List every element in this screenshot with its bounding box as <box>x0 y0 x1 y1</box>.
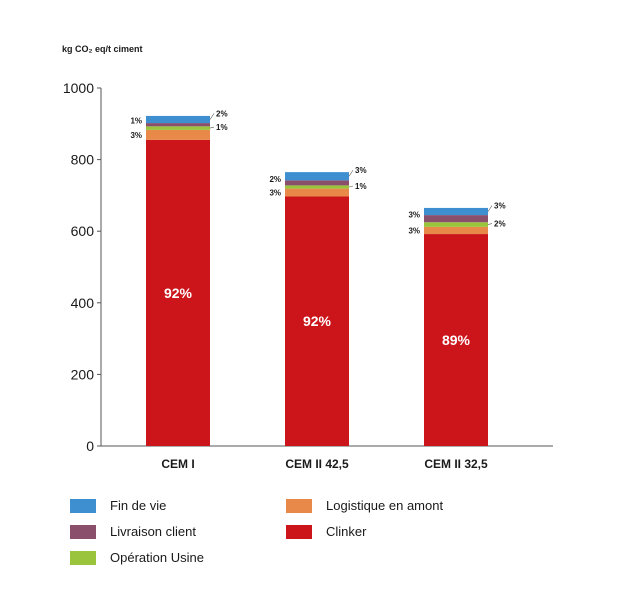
legend-label: Opération Usine <box>110 550 204 565</box>
y-tick-label: 400 <box>71 295 95 311</box>
segment-percent-label: 3% <box>408 211 420 220</box>
bar-segment-clinker <box>424 234 488 446</box>
y-tick-label: 800 <box>71 152 95 168</box>
y-axis-unit-label: kg CO₂ eq/t ciment <box>62 44 143 54</box>
category-label: CEM II 42,5 <box>285 457 349 471</box>
legend-label: Fin de vie <box>110 498 167 513</box>
segment-percent-label: 3% <box>130 131 142 140</box>
bar-segment-clinker <box>285 196 349 446</box>
segment-percent-label: 3% <box>355 166 367 175</box>
bar-segment-logistique-en-amont <box>285 188 349 197</box>
y-tick-label: 1000 <box>63 80 94 96</box>
label-leader-line <box>487 223 493 225</box>
bar-segment-op-ration-usine <box>146 126 210 130</box>
bar-segment-logistique-en-amont <box>146 129 210 140</box>
y-tick-label: 200 <box>71 366 95 382</box>
y-tick-label: 600 <box>71 223 95 239</box>
bar-segment-livraison-client <box>285 180 349 186</box>
bar-segment-fin-de-vie <box>285 172 349 181</box>
legend-item: Fin de vie <box>70 498 166 513</box>
bar-segment-clinker <box>146 139 210 446</box>
segment-percent-label: 3% <box>494 202 506 211</box>
legend-item: Logistique en amont <box>286 498 443 513</box>
legend-label: Logistique en amont <box>326 498 444 513</box>
y-tick-label: 0 <box>86 438 94 454</box>
label-leader-line <box>348 170 354 177</box>
legend-item: Opération Usine <box>70 550 204 565</box>
bar-segment-op-ration-usine <box>285 185 349 189</box>
bar-segment-livraison-client <box>424 215 488 223</box>
legend-item: Clinker <box>286 524 366 539</box>
bar-segment-op-ration-usine <box>424 222 488 227</box>
category-label: CEM II 32,5 <box>424 457 488 471</box>
label-leader-line <box>348 185 354 188</box>
legend-swatch <box>70 550 96 565</box>
clinker-percent-label: 92% <box>303 313 332 329</box>
segment-percent-label: 2% <box>494 220 506 229</box>
bar-segment-fin-de-vie <box>146 115 210 124</box>
segment-percent-label: 2% <box>269 175 281 184</box>
bar-segment-livraison-client <box>146 123 210 127</box>
clinker-percent-label: 92% <box>164 285 193 301</box>
bar-segment-logistique-en-amont <box>424 226 488 235</box>
legend-item: Livraison client <box>70 524 196 539</box>
legend-swatch <box>70 498 96 513</box>
segment-percent-label: 1% <box>355 182 367 191</box>
label-leader-line <box>209 113 215 120</box>
bar-segment-fin-de-vie <box>424 207 488 216</box>
legend-swatch <box>70 524 96 539</box>
legend-label: Clinker <box>326 524 367 539</box>
segment-percent-label: 1% <box>216 123 228 132</box>
label-leader-line <box>487 205 493 212</box>
label-leader-line <box>209 126 215 129</box>
category-label: CEM I <box>161 457 194 471</box>
legend-label: Livraison client <box>110 524 196 539</box>
segment-percent-label: 1% <box>130 117 142 126</box>
segment-percent-label: 3% <box>269 189 281 198</box>
legend-swatch <box>286 524 312 539</box>
legend-swatch <box>286 498 312 513</box>
segment-percent-label: 3% <box>408 226 420 235</box>
segment-percent-label: 2% <box>216 110 228 119</box>
clinker-percent-label: 89% <box>442 332 471 348</box>
